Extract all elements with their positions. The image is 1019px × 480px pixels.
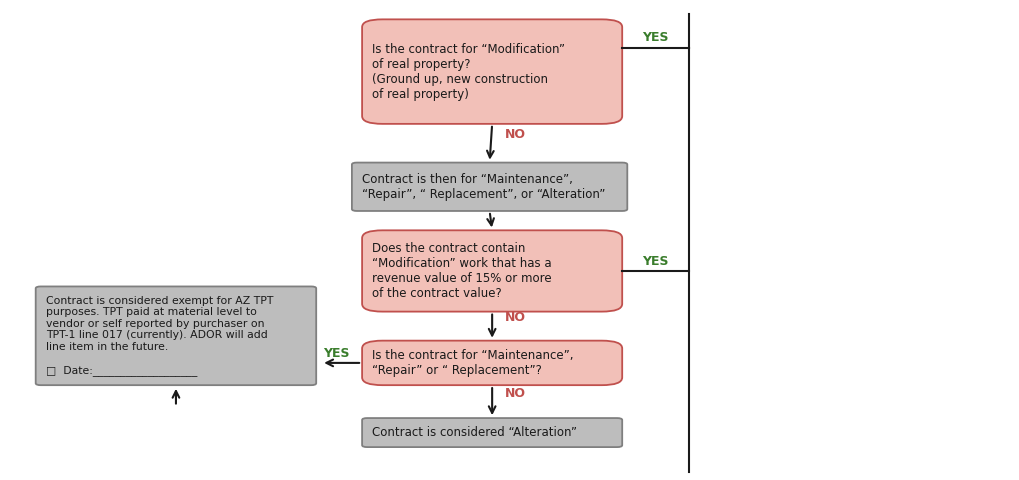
FancyBboxPatch shape	[362, 418, 622, 447]
FancyBboxPatch shape	[352, 163, 627, 211]
FancyBboxPatch shape	[362, 341, 622, 385]
Text: Contract is considered “Alteration”: Contract is considered “Alteration”	[372, 426, 577, 439]
Text: Is the contract for “Maintenance”,
“Repair” or “ Replacement”?: Is the contract for “Maintenance”, “Repa…	[372, 349, 574, 377]
Text: YES: YES	[642, 32, 667, 45]
Text: Is the contract for “Modification”
of real property?
(Ground up, new constructio: Is the contract for “Modification” of re…	[372, 43, 565, 101]
Text: NO: NO	[504, 311, 525, 324]
Text: YES: YES	[642, 255, 667, 268]
Text: NO: NO	[504, 387, 525, 400]
FancyBboxPatch shape	[362, 230, 622, 312]
FancyBboxPatch shape	[36, 287, 316, 385]
FancyBboxPatch shape	[362, 19, 622, 124]
Text: Contract is considered exempt for AZ TPT
purposes. TPT paid at material level to: Contract is considered exempt for AZ TPT…	[46, 296, 273, 376]
Text: NO: NO	[504, 128, 525, 141]
Text: Does the contract contain
“Modification” work that has a
revenue value of 15% or: Does the contract contain “Modification”…	[372, 242, 551, 300]
Text: YES: YES	[323, 347, 350, 360]
Text: Contract is then for “Maintenance”,
“Repair”, “ Replacement”, or “Alteration”: Contract is then for “Maintenance”, “Rep…	[362, 173, 605, 201]
